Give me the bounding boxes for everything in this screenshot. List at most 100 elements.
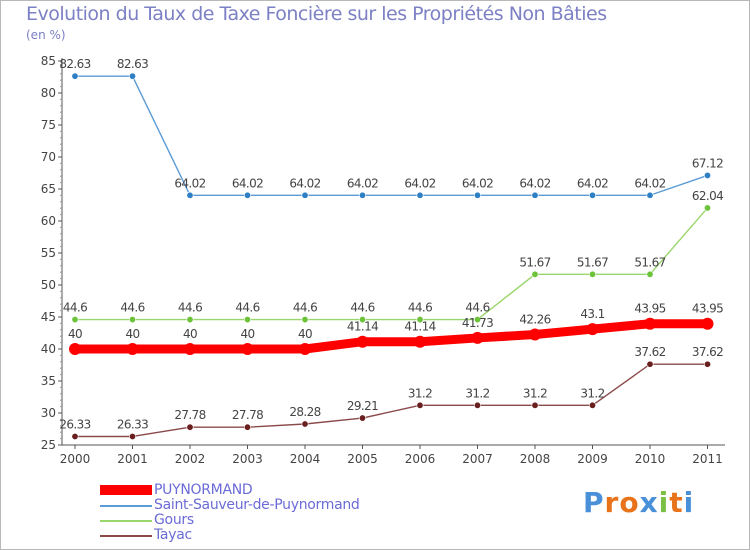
- point-puynormand: [586, 323, 599, 336]
- data-label-saint-sauveur-de-puynormand: 64.02: [347, 176, 378, 190]
- x-tick-label: 2000: [60, 452, 91, 466]
- y-tick-label: 45: [41, 310, 56, 324]
- data-label-tayac: 27.78: [232, 408, 263, 422]
- data-label-puynormand: 40: [240, 327, 254, 341]
- x-tick-label: 2006: [405, 452, 436, 466]
- point-saint-sauveur-de-puynormand: [473, 191, 481, 199]
- proxiti-logo: Proxiti: [583, 486, 694, 519]
- y-tick-label: 50: [41, 278, 56, 292]
- point-puynormand: [299, 343, 311, 355]
- point-saint-sauveur-de-puynormand: [186, 191, 194, 199]
- data-label-saint-sauveur-de-puynormand: 64.02: [519, 176, 550, 190]
- point-tayac: [358, 414, 366, 422]
- data-label-gours: 44.6: [465, 301, 489, 315]
- data-label-saint-sauveur-de-puynormand: 64.02: [232, 176, 263, 190]
- point-gours: [129, 316, 137, 324]
- data-label-tayac: 31.2: [523, 386, 547, 400]
- y-tick-label: 30: [41, 406, 56, 420]
- series-line-gours: [74, 207, 709, 321]
- data-label-puynormand: 42.26: [519, 313, 550, 327]
- y-tick-label: 55: [41, 246, 56, 260]
- data-label-gours: 51.67: [519, 255, 550, 269]
- y-tick-label: 85: [41, 54, 56, 68]
- x-tick-label: 2002: [175, 452, 206, 466]
- data-label-saint-sauveur-de-puynormand: 64.02: [462, 176, 493, 190]
- point-tayac: [301, 420, 309, 428]
- data-label-gours: 44.6: [178, 301, 202, 315]
- point-tayac: [186, 423, 194, 431]
- point-gours: [244, 316, 252, 324]
- data-label-puynormand: 43.95: [634, 302, 665, 316]
- data-label-saint-sauveur-de-puynormand: 67.12: [692, 156, 723, 170]
- data-label-gours: 44.6: [63, 301, 87, 315]
- y-unit-label: (en %): [26, 28, 66, 42]
- point-saint-sauveur-de-puynormand: [71, 72, 79, 80]
- x-tick-label: 2001: [117, 452, 148, 466]
- point-tayac: [588, 401, 596, 409]
- point-saint-sauveur-de-puynormand: [588, 191, 596, 199]
- x-tick-label: 2005: [347, 452, 378, 466]
- point-tayac: [129, 432, 137, 440]
- point-gours: [358, 316, 366, 324]
- legend-label-tayac: Tayac: [154, 527, 192, 543]
- logo-letter: x: [639, 486, 659, 519]
- point-puynormand: [69, 343, 81, 355]
- point-saint-sauveur-de-puynormand: [129, 72, 137, 80]
- series-line-puynormand: [70, 319, 712, 354]
- data-label-gours: 44.6: [293, 301, 317, 315]
- data-label-gours: 44.6: [350, 301, 374, 315]
- chart-title: Evolution du Taux de Taxe Foncière sur l…: [26, 3, 607, 25]
- point-saint-sauveur-de-puynormand: [531, 191, 539, 199]
- x-tick-label: 2003: [232, 452, 263, 466]
- point-tayac: [473, 401, 481, 409]
- point-tayac: [71, 432, 79, 440]
- point-puynormand: [471, 331, 484, 344]
- x-tick-label: 2011: [692, 452, 723, 466]
- y-tick-label: 70: [41, 150, 56, 164]
- series-line-saint-sauveur-de-puynormand: [74, 75, 709, 196]
- point-puynormand: [184, 343, 196, 355]
- data-label-tayac: 37.62: [692, 345, 723, 359]
- data-label-puynormand: 41.14: [347, 320, 378, 334]
- point-gours: [301, 316, 309, 324]
- data-label-puynormand: 41.73: [462, 316, 493, 330]
- data-label-gours: 62.04: [692, 189, 723, 203]
- legend-swatch-gours: [100, 520, 152, 522]
- data-label-gours: 51.67: [634, 255, 665, 269]
- logo-letter: t: [669, 486, 684, 519]
- data-label-tayac: 31.2: [408, 386, 432, 400]
- data-label-puynormand: 40: [183, 327, 197, 341]
- y-tick-label: 60: [41, 214, 56, 228]
- data-label-saint-sauveur-de-puynormand: 64.02: [289, 176, 320, 190]
- x-tick-label: 2009: [577, 452, 608, 466]
- data-label-saint-sauveur-de-puynormand: 64.02: [577, 176, 608, 190]
- y-tick-label: 35: [41, 374, 56, 388]
- data-label-puynormand: 43.95: [692, 302, 723, 316]
- point-gours: [473, 316, 481, 324]
- data-label-puynormand: 41.14: [404, 320, 435, 334]
- point-saint-sauveur-de-puynormand: [646, 191, 654, 199]
- point-gours: [588, 270, 596, 278]
- data-label-tayac: 37.62: [634, 345, 665, 359]
- data-label-saint-sauveur-de-puynormand: 64.02: [404, 176, 435, 190]
- point-tayac: [531, 401, 539, 409]
- data-label-saint-sauveur-de-puynormand: 82.63: [117, 57, 148, 71]
- data-label-gours: 44.6: [408, 301, 432, 315]
- logo-letter: i: [683, 486, 695, 519]
- y-tick-label: 80: [41, 86, 56, 100]
- data-label-saint-sauveur-de-puynormand: 64.02: [174, 176, 205, 190]
- point-puynormand: [414, 335, 426, 348]
- data-label-gours: 51.67: [577, 255, 608, 269]
- point-puynormand: [126, 343, 139, 355]
- legend-label-saint-sauveur: Saint-Sauveur-de-Puynormand: [154, 497, 360, 513]
- point-gours: [646, 270, 654, 278]
- data-label-saint-sauveur-de-puynormand: 64.02: [634, 176, 665, 190]
- legend-label-puynormand: PUYNORMAND: [154, 482, 253, 498]
- point-puynormand: [644, 317, 656, 330]
- data-label-tayac: 28.28: [289, 405, 320, 419]
- point-puynormand: [701, 317, 714, 330]
- data-label-puynormand: 40: [125, 327, 139, 341]
- point-saint-sauveur-de-puynormand: [244, 191, 252, 199]
- point-puynormand: [241, 343, 254, 355]
